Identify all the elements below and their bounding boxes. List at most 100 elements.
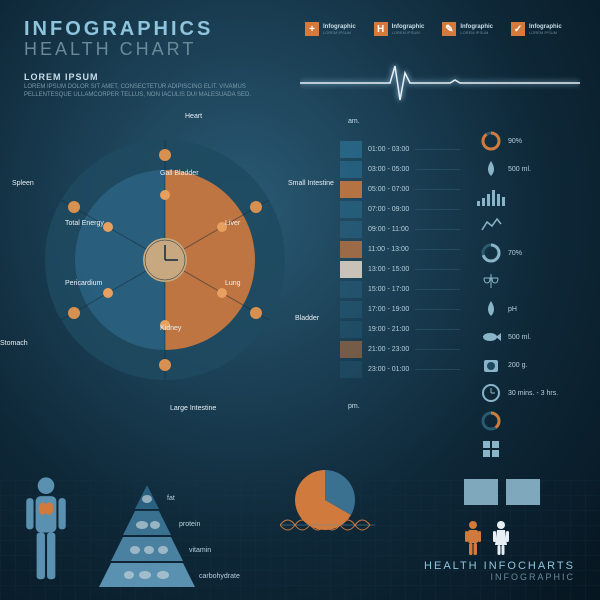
- top-icon: + InfographicLOREM IPSUM: [305, 22, 356, 36]
- timeslot-color: [340, 341, 362, 358]
- stat-value: 90%: [508, 138, 522, 145]
- timeslot-color: [340, 141, 362, 158]
- timeslot-row: 21:00 - 23:00: [340, 340, 460, 359]
- footer-title: HEALTH INFOCHARTS INFOGRAPHIC: [424, 560, 575, 582]
- person-female-icon: [492, 521, 510, 555]
- timeslot-color: [340, 221, 362, 238]
- timeslot-text: 15:00 - 17:00: [368, 286, 409, 293]
- human-body-icon: [20, 475, 72, 590]
- stat-icon: [480, 298, 502, 320]
- stat-icon: [480, 270, 502, 292]
- organ-label: Small Intestine: [288, 180, 334, 187]
- stat-icon: [480, 130, 502, 152]
- timeslot-color: [340, 281, 362, 298]
- timeslot-color: [340, 361, 362, 378]
- stat-value: 30 mins. - 3 hrs.: [508, 390, 558, 397]
- lorem-body: LOREM IPSUM DOLOR SIT AMET, CONSECTETUR …: [24, 84, 264, 100]
- speech-bubble: [464, 479, 498, 505]
- pyramid-label-carb: carbohydrate: [199, 573, 240, 580]
- stat-item: 500 ml.: [480, 158, 590, 180]
- stat-item: 500 ml.: [480, 326, 590, 348]
- organ-clock: HeartSmall IntestineBladderLarge Intesti…: [30, 125, 300, 395]
- timeslot-text: 13:00 - 15:00: [368, 266, 409, 273]
- title-main: INFOGRAPHICS: [24, 18, 213, 41]
- timeslot-text: 17:00 - 19:00: [368, 306, 409, 313]
- timeslot-color: [340, 161, 362, 178]
- timeslot-color: [340, 261, 362, 278]
- title-sub: HEALTH CHART: [24, 39, 213, 60]
- am-label: am.: [348, 118, 360, 125]
- stat-icon: [480, 158, 502, 180]
- timeslot-row: 19:00 - 21:00: [340, 320, 460, 339]
- pyramid-label-protein: protein: [179, 521, 200, 528]
- timeslot-color: [340, 201, 362, 218]
- organ-label: Large Intestine: [170, 405, 216, 412]
- timeslot-text: 21:00 - 23:00: [368, 346, 409, 353]
- organ-label: Liver: [225, 220, 240, 227]
- timeslot-color: [340, 181, 362, 198]
- footer-line2: INFOGRAPHIC: [424, 572, 575, 582]
- icon-badge: ✓: [511, 22, 525, 36]
- timeslot-row: 13:00 - 15:00: [340, 260, 460, 279]
- timeslot-row: 15:00 - 17:00: [340, 280, 460, 299]
- pyramid-label-fat: fat: [167, 495, 175, 502]
- header: INFOGRAPHICS HEALTH CHART: [24, 18, 213, 60]
- stat-value: 500 ml.: [508, 334, 531, 341]
- stat-icon: [480, 354, 502, 376]
- organ-label: Heart: [185, 113, 202, 120]
- stat-icon: [480, 186, 502, 208]
- top-icon: ✓ InfographicLOREM IPSUM: [511, 22, 562, 36]
- stat-item: [480, 270, 590, 292]
- timeslot-row: 07:00 - 09:00: [340, 200, 460, 219]
- timeslot-row: 05:00 - 07:00: [340, 180, 460, 199]
- top-icon: H InfographicLOREM IPSUM: [374, 22, 425, 36]
- stat-icon: [480, 382, 502, 404]
- icon-badge: ✎: [442, 22, 456, 36]
- timeslot-text: 19:00 - 21:00: [368, 326, 409, 333]
- stats-column: 90% 500 ml. 70% pH 500 ml. 20: [480, 130, 590, 460]
- timeslot-color: [340, 301, 362, 318]
- stat-value: 200 g.: [508, 362, 527, 369]
- timeslot-row: 11:00 - 13:00: [340, 240, 460, 259]
- speech-bubble: [506, 479, 540, 505]
- stat-item: [480, 410, 590, 432]
- person-male-icon: [464, 521, 482, 555]
- activity-chart: [280, 470, 375, 545]
- timeslot-text: 23:00 - 01:00: [368, 366, 409, 373]
- organ-label: Pericardium: [65, 280, 102, 287]
- organ-label: Stomach: [0, 340, 28, 347]
- stat-item: pH: [480, 298, 590, 320]
- stat-icon: [480, 410, 502, 432]
- stat-value: 500 ml.: [508, 166, 531, 173]
- speech-bubbles: [464, 479, 540, 505]
- stat-item: 200 g.: [480, 354, 590, 376]
- timeslot-color: [340, 241, 362, 258]
- stat-value: pH: [508, 306, 517, 313]
- stat-item: [480, 438, 590, 460]
- food-pyramid: fat protein vitamin carbohydrate: [87, 485, 207, 590]
- stat-item: 70%: [480, 242, 590, 264]
- stat-item: [480, 186, 590, 208]
- icon-badge: H: [374, 22, 388, 36]
- stat-icon: [480, 326, 502, 348]
- organ-label: Lung: [225, 280, 241, 287]
- timeslot-text: 03:00 - 05:00: [368, 166, 409, 173]
- stat-item: 90%: [480, 130, 590, 152]
- bottom-left-group: fat protein vitamin carbohydrate: [20, 475, 207, 590]
- icon-badge: +: [305, 22, 319, 36]
- organ-label: Kidney: [160, 325, 181, 332]
- timeslot-row: 01:00 - 03:00: [340, 140, 460, 159]
- pm-label: pm.: [348, 403, 360, 410]
- timeslot-row: 17:00 - 19:00: [340, 300, 460, 319]
- stat-item: [480, 214, 590, 236]
- timeslot-text: 09:00 - 11:00: [368, 226, 409, 233]
- organ-label: Bladder: [295, 315, 319, 322]
- organ-label: Total Energy: [65, 220, 104, 227]
- organ-label: Spleen: [12, 180, 34, 187]
- timeslot-list: am. 01:00 - 03:00 03:00 - 05:00 05:00 - …: [340, 140, 460, 380]
- lorem-title: LOREM IPSUM: [24, 72, 99, 82]
- footer-line1: HEALTH INFOCHARTS: [424, 560, 575, 572]
- timeslot-row: 09:00 - 11:00: [340, 220, 460, 239]
- pyramid-label-vitamin: vitamin: [189, 547, 211, 554]
- top-icon: ✎ InfographicLOREM IPSUM: [442, 22, 493, 36]
